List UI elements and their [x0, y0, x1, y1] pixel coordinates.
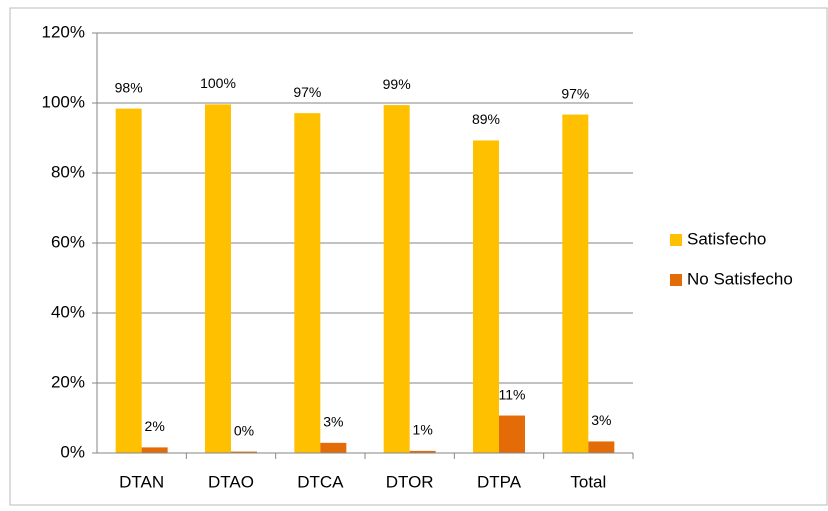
- legend-label: Satisfecho: [687, 229, 766, 248]
- y-tick-label: 20%: [51, 372, 85, 391]
- bar: [320, 442, 347, 453]
- bar: [294, 113, 321, 454]
- y-tick-label: 40%: [51, 302, 85, 321]
- value-label: 99%: [383, 76, 411, 92]
- value-label: 89%: [472, 111, 500, 127]
- value-label: 1%: [413, 422, 433, 438]
- y-tick-label: 0%: [60, 442, 85, 461]
- value-label: 3%: [323, 414, 343, 430]
- bar: [409, 450, 436, 453]
- legend-swatch: [670, 234, 682, 246]
- x-tick-label: DTOR: [386, 472, 434, 491]
- bar: [141, 447, 168, 453]
- value-label: 0%: [234, 422, 254, 438]
- x-tick-label: DTPA: [477, 472, 522, 491]
- value-label: 98%: [115, 79, 143, 95]
- y-tick-label: 60%: [51, 232, 85, 251]
- x-tick-label: DTCA: [297, 472, 344, 491]
- value-label: 97%: [293, 84, 321, 100]
- x-tick-label: Total: [570, 472, 606, 491]
- value-label: 3%: [591, 412, 611, 428]
- bar: [588, 441, 615, 453]
- value-label: 100%: [200, 75, 236, 91]
- y-tick-label: 120%: [42, 22, 85, 41]
- value-label: 2%: [145, 418, 165, 434]
- bar: [205, 104, 231, 454]
- bar: [499, 415, 525, 453]
- value-label: 97%: [561, 85, 589, 101]
- value-label: 11%: [499, 386, 526, 402]
- y-tick-label: 80%: [51, 162, 85, 181]
- y-tick-label: 100%: [42, 92, 85, 111]
- legend-label: No Satisfecho: [687, 269, 793, 288]
- bar: [231, 451, 257, 453]
- bar: [383, 105, 410, 453]
- legend-swatch: [670, 274, 682, 286]
- x-tick-label: DTAN: [119, 472, 164, 491]
- x-tick-label: DTAO: [208, 472, 254, 491]
- bar: [115, 108, 142, 453]
- chart-frame: [9, 7, 828, 506]
- bar: [473, 140, 499, 453]
- bar: [562, 114, 589, 454]
